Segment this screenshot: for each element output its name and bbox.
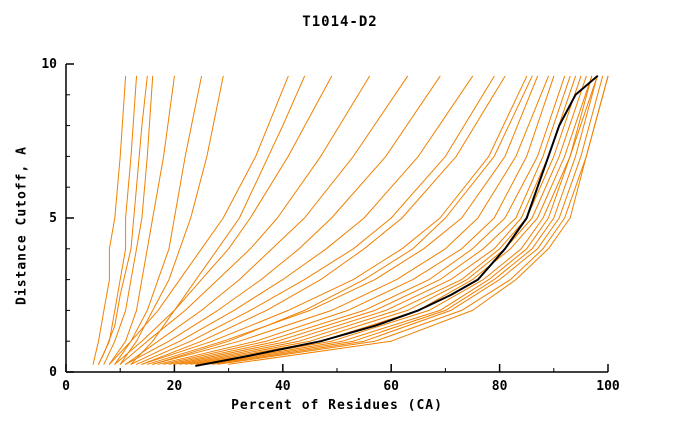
model-curve — [103, 75, 154, 365]
model-curve — [152, 75, 533, 365]
model-curve — [98, 75, 148, 365]
model-curve — [146, 75, 538, 365]
model-curve — [98, 75, 137, 365]
x-axis-label: Percent of Residues (CA) — [231, 398, 443, 413]
model-curve — [130, 75, 305, 365]
model-curve — [179, 75, 582, 365]
model-curve — [125, 75, 408, 365]
model-curve — [141, 75, 528, 365]
model-curve — [119, 75, 370, 365]
model-curve — [184, 75, 587, 365]
model-curve — [119, 75, 224, 365]
model-curve — [195, 75, 593, 365]
model-curve — [136, 75, 495, 365]
model-curve — [206, 75, 598, 365]
y-tick-label: 0 — [49, 365, 57, 380]
x-tick-label: 60 — [383, 379, 399, 394]
model-curve — [125, 75, 441, 365]
best-model-curve — [195, 75, 599, 367]
model-curve — [163, 75, 566, 365]
model-curve — [141, 75, 506, 365]
model-curve — [217, 75, 609, 365]
x-tick-label: 0 — [62, 379, 70, 394]
model-curve — [157, 75, 555, 365]
model-curve — [168, 75, 571, 365]
model-curve — [130, 75, 473, 365]
model-curve — [92, 75, 127, 365]
model-curve — [108, 75, 175, 365]
model-curve — [114, 75, 333, 365]
chart-title: T1014-D2 — [302, 14, 378, 30]
x-tick-label: 20 — [167, 379, 183, 394]
model-curve — [190, 75, 593, 365]
model-curve — [201, 75, 598, 365]
model-curve — [108, 75, 289, 365]
x-tick-label: 40 — [275, 379, 291, 394]
y-tick-label: 5 — [49, 211, 57, 226]
x-tick-label: 80 — [492, 379, 508, 394]
model-curve — [228, 75, 609, 365]
y-tick-label: 10 — [41, 57, 57, 72]
model-curve — [114, 75, 202, 365]
model-curve — [211, 75, 604, 365]
model-curve — [152, 75, 549, 365]
x-tick-label: 100 — [596, 379, 620, 394]
